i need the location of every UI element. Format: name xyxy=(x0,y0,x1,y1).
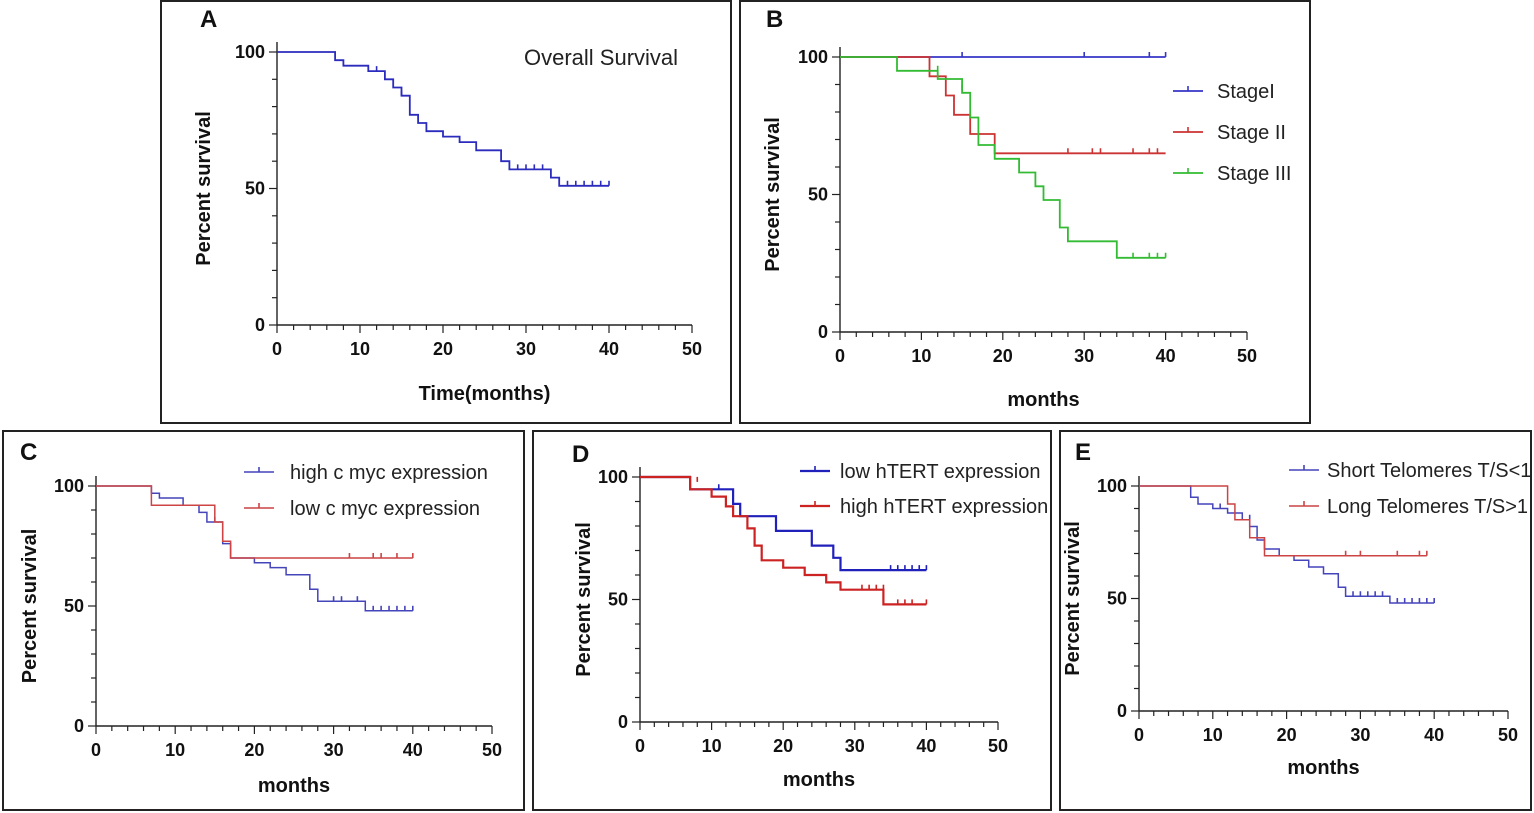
x-tick-label: 10 xyxy=(1203,725,1223,745)
chart-svg-d: D 0 50 100 0 10 20 30 40 50 Percent survival months… xyxy=(572,441,1048,791)
x-tick-label: 0 xyxy=(635,736,645,756)
x-tick-label: 50 xyxy=(682,339,702,359)
x-tick-label: 30 xyxy=(1074,346,1094,366)
y-tick-label: 50 xyxy=(245,179,265,199)
legend-label: high c myc expression xyxy=(290,462,488,484)
legend-label: low c myc expression xyxy=(290,498,480,520)
panel-letter: D xyxy=(572,441,589,468)
legend-label: low hTERT expression xyxy=(840,461,1040,483)
x-axis-label: months xyxy=(258,775,330,797)
x-tick-label: 10 xyxy=(702,736,722,756)
x-tick-label: 20 xyxy=(993,346,1013,366)
x-tick-label: 30 xyxy=(1350,725,1370,745)
x-tick-label: 0 xyxy=(91,740,101,760)
x-tick-label: 10 xyxy=(165,740,185,760)
series-line-0 xyxy=(640,475,927,572)
panel-letter: C xyxy=(20,439,37,466)
x-tick-label: 10 xyxy=(911,346,931,366)
y-tick-label: 0 xyxy=(618,712,628,732)
y-tick-label: 0 xyxy=(1117,701,1127,721)
x-tick-label: 40 xyxy=(1156,346,1176,366)
legend-label: Stage III xyxy=(1217,163,1292,185)
panel-d: D 0 50 100 0 10 20 30 40 50 Percent survival months… xyxy=(532,430,1052,811)
x-axis-label: months xyxy=(1287,757,1359,779)
legend-label: StageI xyxy=(1217,81,1275,103)
chart-svg-a: A 0 50 100 0 10 20 30 40 50 Percent survival Time(m… xyxy=(193,6,702,405)
panel-e: E 0 50 100 0 10 20 30 40 50 Percent survival months… xyxy=(1059,430,1532,811)
x-tick-label: 40 xyxy=(403,740,423,760)
panel-letter: A xyxy=(200,6,217,33)
x-tick-label: 20 xyxy=(1277,725,1297,745)
chart-title: Overall Survival xyxy=(524,45,678,70)
panel-letter: B xyxy=(766,6,783,33)
y-tick-label: 50 xyxy=(1107,589,1127,609)
y-tick-label: 100 xyxy=(798,47,828,67)
y-tick-label: 0 xyxy=(74,716,84,736)
x-tick-label: 50 xyxy=(1498,725,1518,745)
series-line-2 xyxy=(840,56,1166,259)
y-tick-label: 100 xyxy=(598,467,628,487)
series-line-1 xyxy=(640,475,927,606)
x-tick-label: 30 xyxy=(324,740,344,760)
legend-label: Short Telomeres T/S<1 xyxy=(1327,460,1531,482)
y-tick-label: 100 xyxy=(235,42,265,62)
x-tick-label: 30 xyxy=(845,736,865,756)
y-tick-label: 100 xyxy=(54,476,84,496)
series-line-1 xyxy=(96,485,413,559)
x-tick-label: 0 xyxy=(835,346,845,366)
x-tick-label: 20 xyxy=(244,740,264,760)
x-tick-label: 50 xyxy=(988,736,1008,756)
y-axis-label: Percent survival xyxy=(762,117,784,272)
series-line-0 xyxy=(277,51,609,187)
x-tick-label: 10 xyxy=(350,339,370,359)
x-tick-label: 30 xyxy=(516,339,536,359)
y-tick-label: 0 xyxy=(255,315,265,335)
x-axis-label: months xyxy=(783,769,855,791)
chart-svg-e: E 0 50 100 0 10 20 30 40 50 Percent survival months… xyxy=(1062,439,1531,779)
chart-svg-b: B 0 50 100 0 10 20 30 40 50 Percent survival months… xyxy=(762,6,1292,411)
panel-letter: E xyxy=(1075,439,1091,466)
y-axis-label: Percent survival xyxy=(19,529,41,684)
x-tick-label: 40 xyxy=(599,339,619,359)
x-tick-label: 0 xyxy=(1134,725,1144,745)
series-line-1 xyxy=(840,56,1166,155)
x-tick-label: 50 xyxy=(482,740,502,760)
x-tick-label: 20 xyxy=(773,736,793,756)
y-tick-label: 50 xyxy=(64,596,84,616)
panel-b: B 0 50 100 0 10 20 30 40 50 Percent survival months… xyxy=(739,0,1311,424)
y-axis-label: Percent survival xyxy=(573,522,595,677)
x-axis-label: Time(months) xyxy=(419,383,551,405)
x-tick-label: 0 xyxy=(272,339,282,359)
y-tick-label: 50 xyxy=(808,185,828,205)
series-line-1 xyxy=(1139,485,1427,557)
x-tick-label: 40 xyxy=(1424,725,1444,745)
x-tick-label: 50 xyxy=(1237,346,1257,366)
y-tick-label: 100 xyxy=(1097,476,1127,496)
y-axis-label: Percent survival xyxy=(193,111,215,266)
x-tick-label: 40 xyxy=(916,736,936,756)
y-axis-label: Percent survival xyxy=(1062,521,1084,676)
y-tick-label: 50 xyxy=(608,590,628,610)
legend-label: Stage II xyxy=(1217,122,1286,144)
y-tick-label: 0 xyxy=(818,322,828,342)
panel-a: A 0 50 100 0 10 20 30 40 50 Percent survival Time(m… xyxy=(160,0,732,424)
x-axis-label: months xyxy=(1007,389,1079,411)
x-tick-label: 20 xyxy=(433,339,453,359)
legend-label: high hTERT expression xyxy=(840,496,1048,518)
chart-svg-c: C 0 50 100 0 10 20 30 40 50 Percent survival months… xyxy=(19,439,502,797)
legend-label: Long Telomeres T/S>1 xyxy=(1327,496,1528,518)
panel-c: C 0 50 100 0 10 20 30 40 50 Percent survival months… xyxy=(2,430,525,811)
